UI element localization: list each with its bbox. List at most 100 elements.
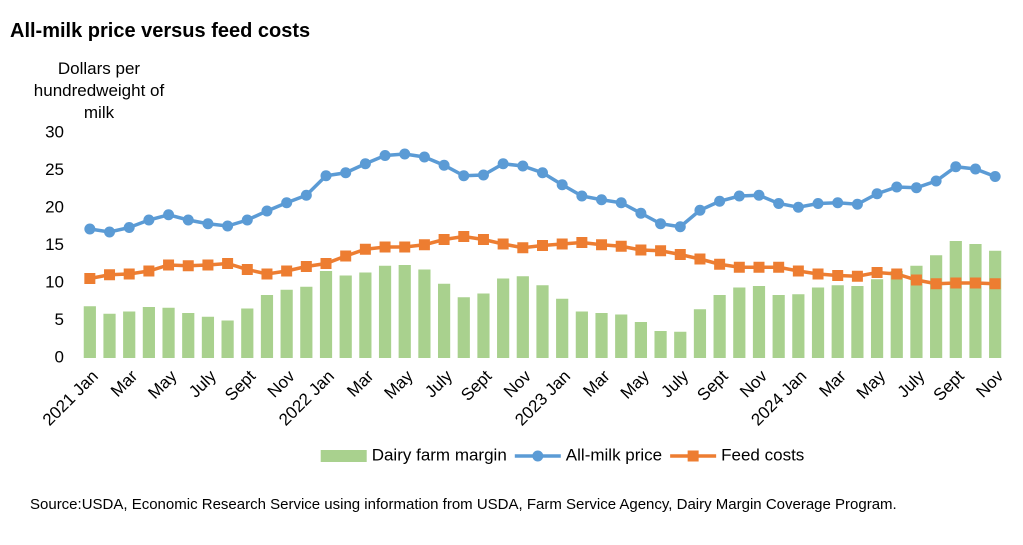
bar bbox=[910, 265, 923, 358]
bar bbox=[831, 285, 844, 358]
marker bbox=[930, 278, 942, 290]
bar bbox=[989, 250, 1002, 358]
marker bbox=[950, 277, 962, 289]
x-tick-label: Sept bbox=[930, 366, 968, 404]
marker bbox=[182, 214, 194, 226]
bar bbox=[359, 272, 372, 358]
marker bbox=[163, 209, 175, 221]
bar bbox=[162, 307, 175, 358]
marker bbox=[576, 190, 588, 202]
marker bbox=[694, 253, 706, 265]
marker bbox=[871, 267, 883, 278]
legend-label: All-milk price bbox=[566, 445, 662, 464]
bar bbox=[772, 295, 785, 358]
bar bbox=[733, 287, 746, 358]
marker bbox=[930, 175, 942, 187]
marker bbox=[458, 231, 470, 242]
legend-label: Dairy farm margin bbox=[372, 445, 507, 464]
marker bbox=[261, 205, 273, 217]
x-tick-label: Nov bbox=[972, 366, 1007, 401]
x-tick-label: Mar bbox=[107, 366, 141, 400]
marker bbox=[871, 188, 883, 200]
marker bbox=[438, 159, 450, 171]
marker bbox=[182, 260, 194, 272]
marker bbox=[655, 245, 667, 257]
legend-marker bbox=[687, 450, 699, 462]
marker bbox=[576, 237, 588, 248]
marker bbox=[615, 197, 627, 209]
marker bbox=[537, 240, 548, 251]
bar bbox=[241, 308, 254, 358]
x-tick-label: July bbox=[421, 366, 456, 401]
marker bbox=[84, 223, 96, 235]
x-tick-label: Mar bbox=[343, 366, 377, 400]
y-tick-label: 15 bbox=[45, 235, 64, 254]
marker bbox=[418, 151, 430, 163]
bar bbox=[201, 316, 215, 358]
marker bbox=[556, 238, 568, 250]
marker bbox=[714, 258, 726, 270]
marker bbox=[379, 241, 391, 253]
bar bbox=[556, 298, 569, 358]
bar bbox=[674, 331, 687, 358]
marker bbox=[379, 150, 391, 161]
marker bbox=[635, 244, 647, 256]
x-tick-label: July bbox=[894, 366, 929, 401]
bar bbox=[654, 331, 667, 358]
marker bbox=[163, 259, 175, 271]
marker bbox=[733, 261, 745, 273]
marker bbox=[596, 194, 608, 206]
marker bbox=[674, 249, 686, 260]
marker bbox=[477, 169, 489, 181]
marker bbox=[497, 238, 509, 250]
bar bbox=[497, 278, 510, 358]
marker bbox=[773, 261, 785, 273]
x-tick-label: July bbox=[657, 366, 692, 401]
bar bbox=[398, 265, 411, 358]
legend-swatch bbox=[320, 450, 367, 462]
marker bbox=[910, 274, 922, 286]
marker bbox=[950, 161, 962, 173]
bar bbox=[870, 279, 884, 358]
marker bbox=[753, 189, 765, 201]
marker bbox=[300, 189, 312, 201]
x-tick-label: Sept bbox=[457, 366, 495, 404]
marker bbox=[792, 265, 804, 277]
bar bbox=[339, 275, 352, 358]
bar bbox=[260, 295, 274, 358]
marker bbox=[969, 163, 981, 175]
marker bbox=[733, 190, 745, 202]
marker bbox=[241, 264, 253, 275]
marker bbox=[832, 270, 844, 281]
bar bbox=[969, 244, 982, 358]
marker bbox=[556, 179, 568, 191]
legend-label: Feed costs bbox=[721, 445, 804, 464]
x-tick-label: Mar bbox=[579, 366, 613, 400]
y-tick-label: 0 bbox=[55, 347, 64, 366]
marker bbox=[320, 170, 332, 182]
marker bbox=[477, 234, 489, 245]
marker bbox=[438, 234, 450, 245]
x-tick-label: May bbox=[144, 366, 180, 402]
bar bbox=[595, 313, 608, 358]
marker bbox=[359, 243, 371, 255]
marker bbox=[812, 198, 824, 209]
marker bbox=[340, 167, 352, 179]
bar bbox=[536, 285, 549, 358]
y-axis-label: Dollars per hundredweight of milk bbox=[33, 59, 165, 122]
bar bbox=[221, 320, 234, 358]
marker bbox=[655, 218, 667, 230]
marker bbox=[281, 197, 293, 209]
marker bbox=[615, 240, 627, 252]
marker bbox=[773, 198, 785, 209]
bar bbox=[280, 289, 293, 358]
chart-title: All-milk price versus feed costs bbox=[10, 20, 311, 42]
bar bbox=[890, 271, 903, 358]
bar bbox=[713, 295, 726, 358]
bar bbox=[300, 286, 313, 358]
y-tick-label: 20 bbox=[45, 197, 64, 216]
marker bbox=[359, 158, 371, 170]
source-note: Source:USDA, Economic Research Service u… bbox=[30, 496, 897, 513]
